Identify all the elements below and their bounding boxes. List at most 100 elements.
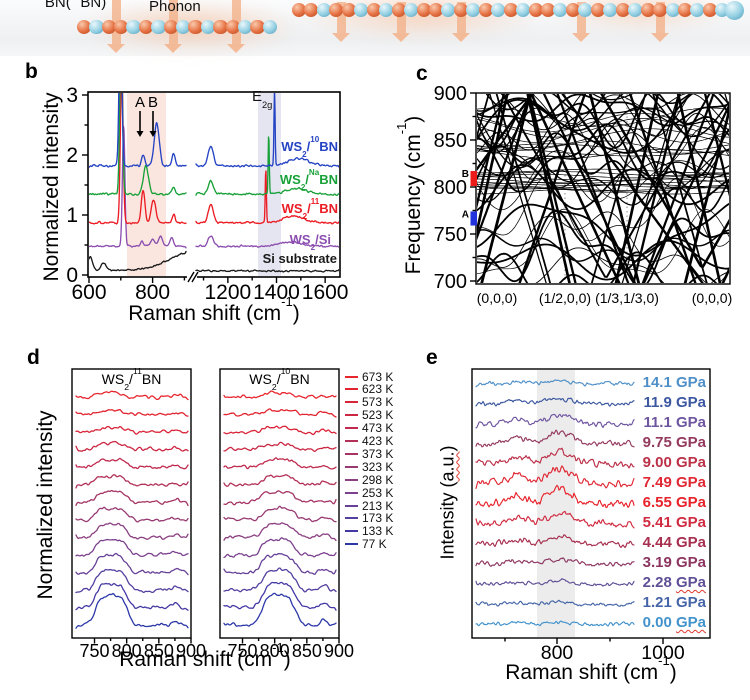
phonon-arrowhead-icon	[651, 33, 669, 42]
axis-tick-label: 1600	[302, 281, 349, 304]
axis-tick-label: 850	[292, 641, 322, 661]
d-spectrum	[75, 457, 189, 470]
phonon-arrowhead-icon	[164, 44, 182, 53]
d-spectrum	[223, 552, 337, 575]
phonon-band	[477, 176, 729, 181]
b-spectrum	[195, 136, 339, 196]
axis-break-slash	[191, 271, 199, 283]
c-x-node-label: (1/2,0,0)	[538, 290, 592, 306]
d-spectrum	[75, 489, 189, 507]
e-spectrum	[475, 447, 635, 469]
e-spectrum	[475, 534, 635, 549]
axis-tick-label: B	[462, 169, 469, 180]
nitrogen-atom	[516, 3, 531, 17]
panel-c-letter: c	[416, 62, 428, 85]
boron-atom	[250, 19, 265, 35]
phonon-band	[600, 94, 729, 269]
axis-tick-label: 800	[541, 642, 574, 664]
d-spectrum	[223, 505, 337, 523]
d-legend-item: 673 K	[345, 369, 394, 384]
axis-tick-label: B	[148, 94, 158, 111]
phonon-band	[529, 94, 729, 283]
c-x-node-label: (0,0,0)	[691, 290, 733, 306]
e-spectrum	[475, 620, 635, 627]
e-pressure-label: 4.44 GPa	[642, 534, 706, 551]
e-pressure-label: 1.21 GPa	[642, 594, 706, 611]
d-spectrum	[223, 408, 337, 418]
legend-temperature-label: 173 K	[362, 511, 394, 526]
phonon-arrowhead-icon	[392, 33, 410, 42]
boron-atom	[304, 3, 319, 17]
d-legend-item: 77 K	[345, 537, 387, 551]
nitrogen-atom	[628, 3, 643, 17]
d-spectrum	[223, 425, 337, 436]
legend-line-swatch	[345, 504, 358, 507]
legend-temperature-label: 298 K	[362, 472, 394, 487]
axis-tick-label: 3	[66, 84, 78, 107]
phonon-band	[477, 128, 729, 148]
d-spectrum	[75, 390, 189, 401]
boron-atom	[76, 19, 92, 35]
phonon-band	[477, 146, 729, 157]
d-spectrum	[223, 581, 337, 611]
phonon-arrow	[576, 2, 586, 33]
b-series-label: Si substrate	[262, 251, 337, 266]
plot-frame	[219, 368, 340, 639]
e-x-axis-title: Raman shift (cm-1)	[505, 653, 677, 684]
d-spectrum	[223, 537, 337, 559]
phonon-band	[477, 239, 729, 281]
phonon-arrow	[336, 2, 346, 33]
legend-line-swatch	[345, 543, 358, 546]
e-spectrum	[475, 429, 635, 448]
e-spectrum	[475, 599, 635, 607]
e2g-label: E2g	[252, 88, 273, 110]
e-spectrum	[475, 510, 635, 529]
e-y-axis-title: Intensity (a.u.)	[437, 445, 458, 560]
annotation-arrowhead-icon	[149, 131, 157, 137]
nitrogen-atom	[316, 3, 331, 17]
phonon-arrowhead-icon	[107, 44, 125, 53]
boron-atom	[416, 3, 431, 17]
e-spectrum	[475, 578, 635, 587]
e-pressure-label: 6.55 GPa	[642, 494, 706, 511]
d-spectrum	[75, 552, 189, 576]
d-x-axis-title: Raman shift (cm-1)	[119, 640, 291, 671]
boron-atom	[503, 3, 518, 17]
legend-temperature-label: 423 K	[362, 434, 394, 448]
legend-line-swatch	[345, 375, 358, 378]
d-spectrum	[223, 522, 337, 542]
nitrogen-atom	[665, 3, 680, 17]
d-legend-item: 298 K	[345, 472, 394, 487]
phonon-arrowhead-icon	[572, 33, 590, 42]
d-spectrum	[75, 408, 189, 417]
axis-tick-label: 750	[227, 641, 257, 661]
e-pressure-label: 9.00 GPa	[642, 454, 706, 471]
phonon-arrowhead-icon	[452, 33, 470, 42]
d-spectrum	[75, 440, 189, 452]
b-spectrum	[195, 235, 339, 248]
b-spectrum	[89, 93, 187, 225]
d-legend-item: 373 K	[345, 447, 393, 461]
c-x-node-label: (1/3,1/3,0)	[595, 290, 659, 306]
b-series-label: WS2/11BN	[281, 197, 338, 221]
phonon-band	[477, 118, 729, 138]
phonon-arrow	[456, 2, 466, 33]
axis-tick-label: 750	[79, 641, 109, 661]
b-spectrum	[89, 125, 187, 249]
legend-line-swatch	[345, 401, 358, 404]
e-pressure-label: 3.19 GPa	[642, 554, 706, 571]
phonon-band	[477, 187, 729, 193]
e-pressure-label: 11.9 GPa	[643, 394, 706, 411]
boron-atom	[528, 3, 543, 17]
c-y-axis-title: Frequency (cm-1)	[394, 115, 425, 275]
phonon-band	[518, 94, 697, 283]
boron-atom	[615, 3, 630, 17]
axis-tick-label: 1400	[253, 281, 300, 304]
legend-line-swatch	[345, 517, 358, 520]
legend-line-swatch	[345, 452, 358, 455]
phonon-arrow	[655, 2, 665, 33]
legend-temperature-label: 673 K	[362, 369, 394, 384]
highlight-band	[127, 93, 166, 276]
boron-atom	[565, 3, 580, 17]
d-spectrum	[75, 522, 189, 540]
